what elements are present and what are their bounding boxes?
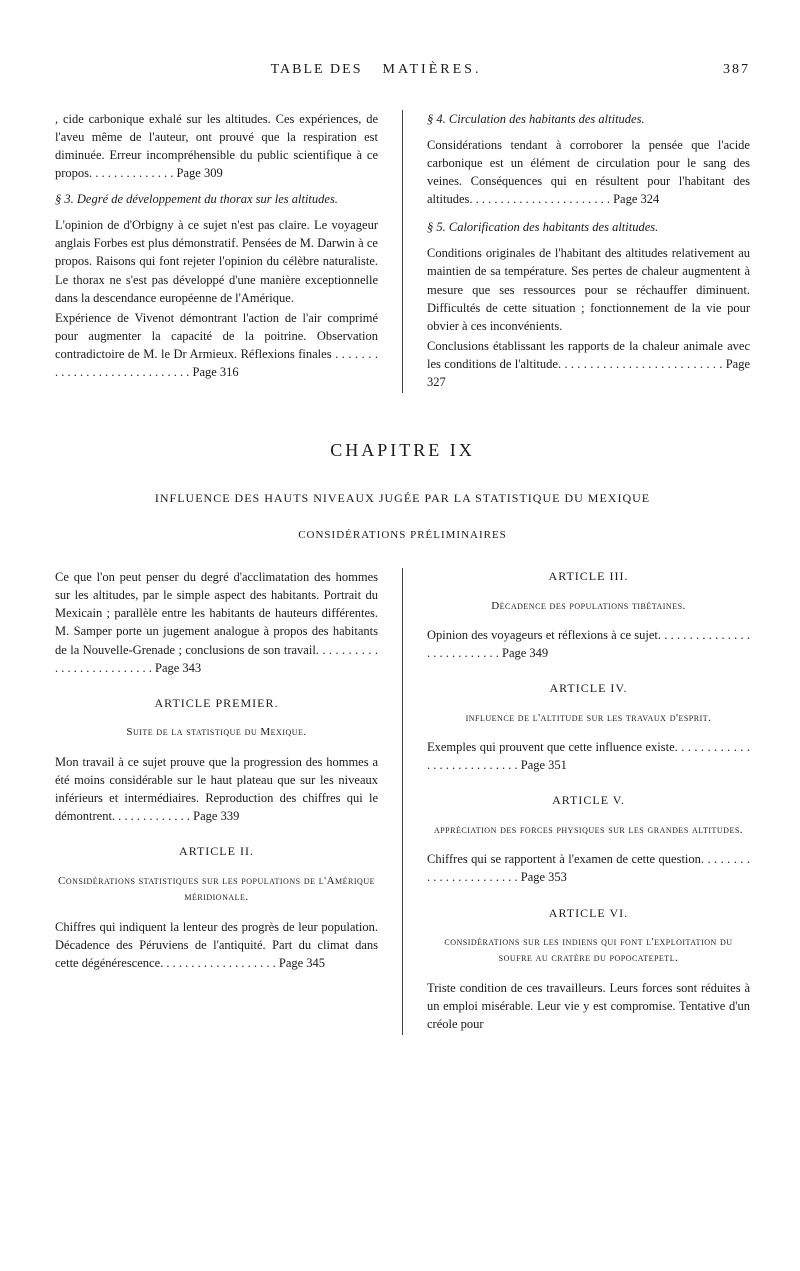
paragraph: Ce que l'on peut penser du degré d'accli… <box>55 568 378 677</box>
paragraph: , cide carbonique exhalé sur les altitud… <box>55 110 378 183</box>
paragraph: Conclusions établissant les rapports de … <box>427 337 750 391</box>
section-heading: § 4. Circulation des habitants des altit… <box>427 110 750 128</box>
article-heading: ARTICLE II. <box>55 843 378 860</box>
chapter-title: CHAPITRE IX <box>55 438 750 463</box>
chapter-subsection-title: CONSIDÉRATIONS PRÉLIMINAIRES <box>55 528 750 543</box>
paragraph: Opinion des voyageurs et réflexions à ce… <box>427 626 750 662</box>
article-subheading: influence de l'altitude sur les travaux … <box>427 710 750 727</box>
article-heading: ARTICLE VI. <box>427 905 750 922</box>
column-divider <box>402 110 403 394</box>
section-heading: § 3. Degré de développement du thorax su… <box>55 190 378 208</box>
top-left-column: , cide carbonique exhalé sur les altitud… <box>55 110 378 394</box>
article-heading: ARTICLE IV. <box>427 680 750 697</box>
paragraph: L'opinion de d'Orbigny à ce sujet n'est … <box>55 216 378 307</box>
bottom-right-column: ARTICLE III. Décadence des populations t… <box>427 568 750 1035</box>
paragraph: Considérations tendant à corroborer la p… <box>427 136 750 209</box>
article-subheading: Suite de la statistique du Mexique. <box>55 724 378 741</box>
section-heading: § 5. Calorification des habitants des al… <box>427 218 750 236</box>
article-heading: ARTICLE III. <box>427 568 750 585</box>
article-heading: ARTICLE PREMIER. <box>55 695 378 712</box>
paragraph: Chiffres qui se rapportent à l'examen de… <box>427 850 750 886</box>
bottom-two-columns: Ce que l'on peut penser du degré d'accli… <box>55 568 750 1035</box>
running-head-center: MATIÈRES. <box>373 60 691 80</box>
page-number: 387 <box>690 60 750 80</box>
paragraph: Mon travail à ce sujet prouve que la pro… <box>55 753 378 826</box>
column-divider <box>402 568 403 1035</box>
paragraph: Exemples qui prouvent que cette influenc… <box>427 738 750 774</box>
article-subheading: Considérations statistiques sur les popu… <box>55 873 378 906</box>
chapter-section-title: INFLUENCE DES HAUTS NIVEAUX JUGÉE PAR LA… <box>55 489 750 508</box>
paragraph: Conditions originales de l'habitant des … <box>427 244 750 335</box>
paragraph: Triste condition de ces travailleurs. Le… <box>427 979 750 1033</box>
paragraph: Expérience de Vivenot démontrant l'actio… <box>55 309 378 382</box>
paragraph: Chiffres qui indiquent la lenteur des pr… <box>55 918 378 972</box>
bottom-left-column: Ce que l'on peut penser du degré d'accli… <box>55 568 378 1035</box>
running-head-left: TABLE DES <box>55 60 373 80</box>
article-heading: ARTICLE V. <box>427 792 750 809</box>
article-subheading: Décadence des populations tibétaines. <box>427 598 750 615</box>
article-subheading: considérations sur les indiens qui font … <box>427 934 750 967</box>
page-header: TABLE DES MATIÈRES. 387 <box>55 60 750 80</box>
top-two-columns: , cide carbonique exhalé sur les altitud… <box>55 110 750 394</box>
article-subheading: appréciation des forces physiques sur le… <box>427 822 750 839</box>
top-right-column: § 4. Circulation des habitants des altit… <box>427 110 750 394</box>
